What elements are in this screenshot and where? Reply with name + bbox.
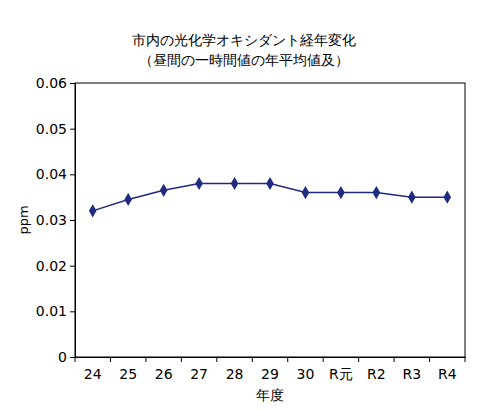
plot-frame: [75, 83, 465, 357]
x-axis-line: [76, 357, 466, 358]
marker: [89, 204, 97, 217]
x-category-separator: [75, 357, 76, 362]
y-tick: 0.06: [36, 75, 75, 91]
y-tick-label: 0.06: [36, 75, 67, 91]
y-tick: 0.04: [36, 166, 75, 182]
marker: [266, 177, 274, 190]
y-tick-label: 0.05: [36, 121, 67, 137]
x-tick: 29: [261, 357, 279, 382]
y-axis-title: ppm: [16, 205, 31, 234]
x-category-separator: [394, 357, 395, 362]
x-category-separator: [429, 357, 430, 362]
y-tick: 0.05: [36, 121, 75, 137]
series: [89, 177, 451, 218]
x-tick-label: R元: [329, 366, 353, 382]
x-axis-title: 年度: [256, 387, 284, 403]
x-tick-label: 26: [155, 366, 173, 382]
marker: [160, 184, 168, 197]
marker: [195, 177, 203, 190]
subtitle: （昼間の一時間値の年平均値及）: [139, 52, 349, 68]
marker: [408, 191, 416, 204]
x-tick: 28: [226, 357, 244, 382]
title: 市内の光化学オキシダント経年変化: [132, 32, 356, 48]
marker: [337, 186, 345, 199]
x-tick-label: R4: [438, 366, 457, 382]
x-tick-label: 29: [261, 366, 279, 382]
y-tick-label: 0.01: [36, 303, 67, 319]
chart: 0 0.01 0.02 0.03 0.04 0.05 0.06 24 25 26 27 28 29 30 R…: [0, 0, 488, 410]
x-tick: R3: [402, 357, 421, 382]
marker: [443, 191, 451, 204]
y-tick-label: 0: [58, 349, 67, 365]
x-tick-label: 27: [190, 366, 208, 382]
x-category-separator: [358, 357, 359, 362]
y-tick: 0: [58, 349, 75, 365]
x-category-separator: [181, 357, 182, 362]
x-category-separator: [252, 357, 253, 362]
x-tick: R2: [367, 357, 386, 382]
x-tick: 26: [155, 357, 173, 382]
y-tick: 0.01: [36, 303, 75, 319]
y-tick-mark: [70, 129, 75, 130]
x-category-separator: [323, 357, 324, 362]
y-tick: 0.03: [36, 212, 75, 228]
y-tick-mark: [70, 83, 75, 84]
marker: [231, 177, 239, 190]
x-tick-label: 24: [84, 366, 102, 382]
y-axis: 0 0.01 0.02 0.03 0.04 0.05 0.06: [36, 75, 76, 365]
x-category-separator: [216, 357, 217, 362]
x-category-separator: [110, 357, 111, 362]
x-tick: 27: [190, 357, 208, 382]
y-tick-mark: [70, 220, 75, 221]
y-tick-label: 0.04: [36, 166, 67, 182]
x-tick: R元: [329, 357, 353, 382]
x-tick-label: R2: [367, 366, 386, 382]
x-tick: R4: [438, 357, 457, 382]
x-category-separator: [145, 357, 146, 362]
x-tick-label: 28: [226, 366, 244, 382]
y-tick-mark: [70, 174, 75, 175]
y-tick-label: 0.03: [36, 212, 67, 228]
marker: [373, 186, 381, 199]
x-tick-label: 30: [297, 366, 315, 382]
x-tick-label: 25: [119, 366, 137, 382]
plot-area: 0 0.01 0.02 0.03 0.04 0.05 0.06 24 25 26 27 28 29 30 R…: [36, 75, 466, 382]
x-tick: 25: [119, 357, 137, 382]
x-tick: 24: [84, 357, 102, 382]
marker: [302, 186, 310, 199]
y-axis-line: [70, 84, 76, 358]
y-tick: 0.02: [36, 258, 75, 274]
x-tick: 30: [297, 357, 315, 382]
y-tick-mark: [70, 357, 75, 358]
x-tick-label: R3: [402, 366, 421, 382]
x-axis: 24 25 26 27 28 29 30 R元 R2 R3 R4: [76, 357, 466, 382]
y-tick-mark: [70, 266, 75, 267]
y-tick-label: 0.02: [36, 258, 67, 274]
marker: [124, 193, 132, 206]
y-tick-mark: [70, 311, 75, 312]
x-category-separator: [465, 357, 466, 362]
x-category-separator: [287, 357, 288, 362]
